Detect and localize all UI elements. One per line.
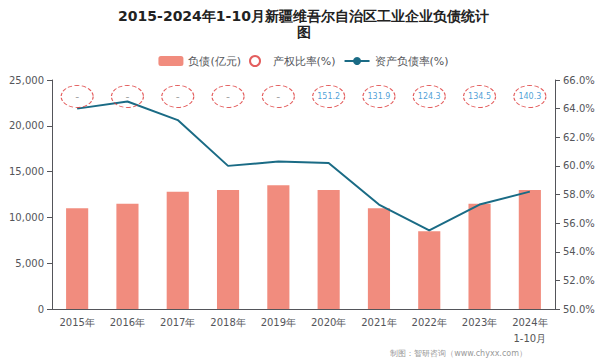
svg-text:66.0%: 66.0%: [563, 75, 595, 86]
svg-text:-: -: [226, 90, 230, 103]
svg-text:2021年: 2021年: [361, 317, 396, 328]
svg-text:-: -: [176, 90, 180, 103]
svg-text:5,000: 5,000: [15, 258, 44, 269]
svg-text:2015年: 2015年: [59, 317, 94, 328]
svg-text:0: 0: [38, 304, 44, 315]
svg-text:54.0%: 54.0%: [563, 246, 595, 257]
svg-text:2016年: 2016年: [110, 317, 145, 328]
svg-text:50.0%: 50.0%: [563, 304, 595, 315]
svg-text:124.3: 124.3: [418, 92, 441, 101]
svg-text:图: 图: [297, 24, 311, 40]
svg-text:-: -: [75, 90, 79, 103]
svg-text:60.0%: 60.0%: [563, 160, 595, 171]
svg-text:-: -: [276, 90, 280, 103]
svg-text:140.3: 140.3: [518, 92, 541, 101]
svg-text:62.0%: 62.0%: [563, 132, 595, 143]
svg-text:-: -: [125, 90, 129, 103]
svg-text:151.2: 151.2: [317, 92, 340, 101]
svg-text:制图：智研咨询（www.chyxx.com）: 制图：智研咨询（www.chyxx.com）: [390, 349, 527, 358]
svg-text:20,000: 20,000: [9, 120, 44, 131]
svg-text:10,000: 10,000: [9, 212, 44, 223]
svg-text:2024年: 2024年: [512, 317, 547, 328]
svg-text:2019年: 2019年: [261, 317, 296, 328]
svg-text:2017年: 2017年: [160, 317, 195, 328]
svg-text:25,000: 25,000: [9, 75, 44, 86]
svg-text:134.5: 134.5: [468, 92, 491, 101]
svg-text:负债(亿元): 负债(亿元): [188, 55, 241, 68]
svg-text:64.0%: 64.0%: [563, 103, 595, 114]
svg-text:1-10月: 1-10月: [513, 333, 546, 344]
svg-text:产权比率(%): 产权比率(%): [273, 55, 336, 68]
svg-text:2022年: 2022年: [412, 317, 447, 328]
svg-text:2020年: 2020年: [311, 317, 346, 328]
svg-text:15,000: 15,000: [9, 166, 44, 177]
svg-text:2023年: 2023年: [462, 317, 497, 328]
svg-text:56.0%: 56.0%: [563, 218, 595, 229]
svg-text:58.0%: 58.0%: [563, 189, 595, 200]
svg-text:2018年: 2018年: [210, 317, 245, 328]
svg-text:52.0%: 52.0%: [563, 275, 595, 286]
svg-text:资产负债率(%): 资产负债率(%): [375, 55, 449, 68]
svg-text:131.9: 131.9: [367, 92, 390, 101]
svg-text:2015-2024年1-10月新疆维吾尔自治区工业企业负债统: 2015-2024年1-10月新疆维吾尔自治区工业企业负债统计: [118, 8, 489, 24]
